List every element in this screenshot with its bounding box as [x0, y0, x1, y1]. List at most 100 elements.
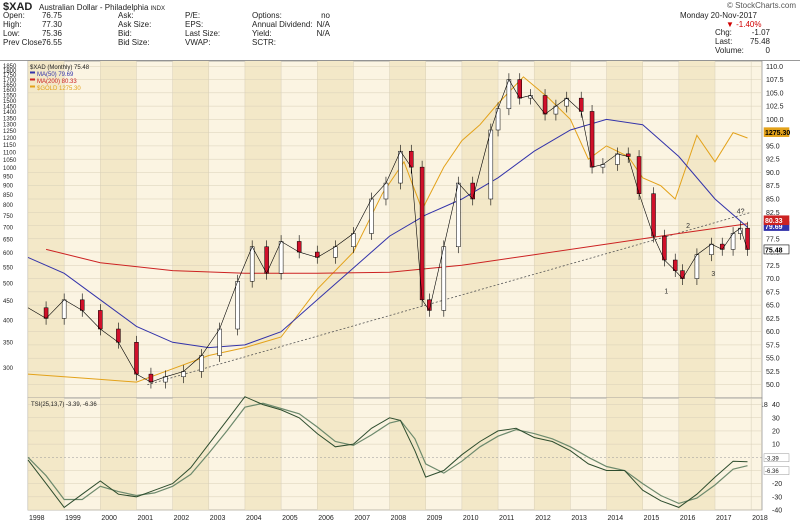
year-band: [606, 61, 643, 398]
quote-label: Prev Close:: [3, 38, 45, 47]
quote-value: 0: [765, 46, 770, 55]
quote-label: P/E:: [185, 11, 201, 20]
y-tick-label: 50.0: [766, 382, 780, 389]
x-tick-label: 2009: [427, 515, 443, 522]
left-tick-label: 400: [3, 318, 14, 324]
candle-body: [441, 246, 447, 311]
year-band: [28, 61, 65, 398]
legend-label: $GOLD 1275.30: [37, 86, 81, 92]
y-tick-label: 85.0: [766, 196, 780, 203]
quote-label: Last:: [715, 37, 733, 46]
legend-label: MA(200) 80.33: [37, 79, 77, 85]
left-tick-label: 700: [3, 225, 14, 231]
left-tick-label: 1400: [3, 110, 17, 116]
x-tick-label: 1999: [65, 515, 81, 522]
x-tick-label: 2004: [246, 515, 262, 522]
quote-label: Ask:: [118, 11, 134, 20]
quote-value: no: [321, 11, 330, 20]
candle-body: [651, 193, 656, 237]
year-band: [678, 398, 715, 510]
value-badge: [763, 466, 790, 475]
value-badge: [763, 244, 790, 255]
left-tick-label: 1300: [3, 123, 17, 129]
x-tick-label: 2013: [571, 515, 587, 522]
candle-body: [578, 97, 584, 112]
x-tick-label: 2006: [318, 515, 334, 522]
quote-value: 76.75: [41, 11, 62, 20]
quote-value: N/A: [316, 29, 330, 38]
quote-label: Last Size:: [185, 29, 221, 38]
year-band: [534, 61, 571, 398]
y-tick-label: 90.0: [766, 170, 780, 177]
wave-annotation: 2: [686, 223, 690, 230]
left-tick-label: 1850: [3, 64, 17, 70]
year-band: [606, 398, 643, 510]
value-badge-label: -3.39: [765, 456, 779, 462]
y-tick-label: 62.5: [766, 316, 780, 323]
candle-body: [470, 182, 475, 200]
quote-value: 76.55: [41, 38, 62, 47]
candle-body: [217, 328, 222, 356]
candle-body: [79, 299, 85, 311]
legend-label: MA(50) 79.69: [37, 72, 74, 78]
year-band: [534, 398, 571, 510]
left-tick-label: 1650: [3, 83, 17, 89]
candle-body: [235, 280, 240, 330]
quote-value: 77.30: [41, 20, 62, 29]
x-tick-label: 1998: [29, 515, 45, 522]
y-tick-label: 82.5: [766, 210, 780, 217]
left-tick-label: 1550: [3, 93, 17, 99]
quote-label: Volume:: [715, 46, 744, 55]
quote-label: Ask Size:: [118, 20, 152, 29]
left-tick-label: 1750: [3, 73, 17, 79]
left-tick-label: 900: [3, 184, 14, 190]
left-tick-label: 1200: [3, 136, 17, 142]
y-tick-label: 105.0: [766, 90, 784, 97]
candle-body: [148, 373, 154, 383]
y-tick-label: 67.5: [766, 289, 780, 296]
x-tick-label: 2001: [137, 515, 153, 522]
left-tick-label: 1450: [3, 104, 17, 110]
symbol: $XAD: [3, 1, 33, 13]
y-tick-label: 10: [772, 442, 780, 449]
candle-body: [745, 227, 750, 250]
y-tick-label: 77.5: [766, 236, 780, 243]
trendline: [147, 211, 752, 386]
year-band: [244, 61, 282, 398]
x-tick-label: 2002: [174, 515, 190, 522]
candle-body: [398, 150, 403, 184]
candle-body: [615, 153, 620, 165]
y-tick-label: 30: [772, 415, 780, 422]
legend-swatch: [30, 71, 35, 74]
x-tick-label: 2015: [644, 515, 660, 522]
year-band: [389, 61, 426, 398]
candle-body: [383, 182, 389, 200]
quote-header: $XAD Australian Dollar - Philadelphia IN…: [0, 0, 800, 61]
y-tick-label: 92.5: [766, 157, 780, 164]
quote-label: EPS:: [185, 20, 204, 29]
year-band: [317, 61, 354, 398]
candle-body: [488, 129, 494, 200]
wave-annotation: 1: [664, 288, 668, 295]
left-tick-label: 1600: [3, 88, 17, 94]
y-tick-label: 65.0: [766, 303, 780, 310]
quote-value: 75.48: [749, 37, 770, 46]
legend-label: $XAD (Monthly) 75.48: [30, 65, 90, 71]
watermark: © StockCharts.com: [726, 1, 796, 10]
quote-label: High:: [3, 20, 22, 29]
left-tick-label: 1100: [3, 150, 17, 156]
y-tick-label: 72.5: [766, 263, 780, 270]
y-tick-label: -20: [772, 481, 782, 488]
y-tick-label: 60.0: [766, 329, 780, 336]
year-band: [172, 398, 209, 510]
x-tick-label: 2003: [210, 515, 226, 522]
year-band: [461, 61, 499, 398]
year-band: [317, 398, 354, 510]
left-tick-label: 950: [3, 175, 14, 181]
y-tick-label: 57.5: [766, 342, 780, 349]
value-badge-label: -6.36: [765, 469, 779, 475]
year-band: [172, 61, 209, 398]
left-tick-label: 800: [3, 203, 14, 209]
instrument-name: Australian Dollar - Philadelphia INDX: [39, 3, 165, 12]
